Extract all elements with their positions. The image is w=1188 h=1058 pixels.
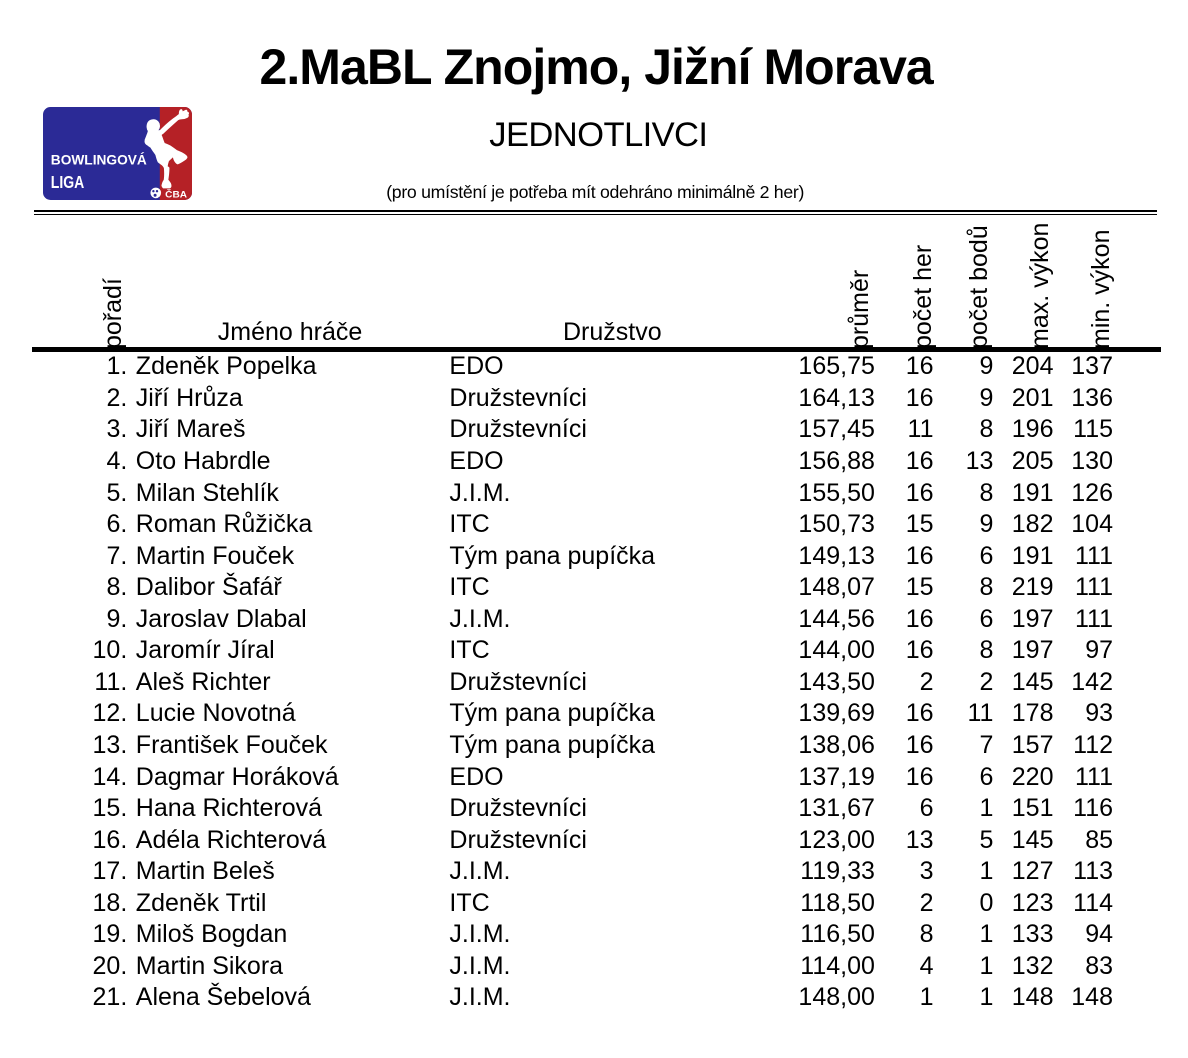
- svg-text:BOWLINGOVÁ: BOWLINGOVÁ: [51, 153, 147, 168]
- svg-text:LIGA: LIGA: [51, 172, 85, 192]
- svg-text:ČBA: ČBA: [165, 188, 187, 200]
